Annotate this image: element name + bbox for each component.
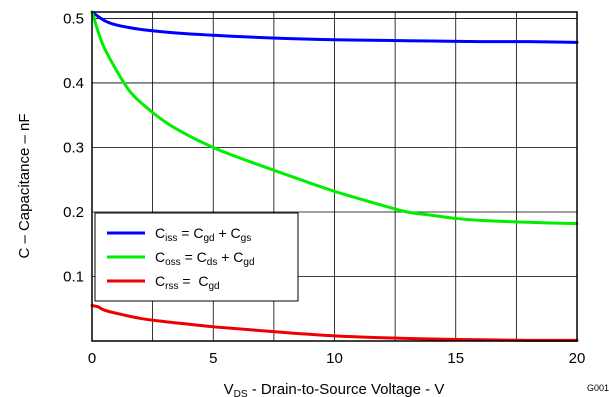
legend-label-rss: Crss = Cgd — [155, 273, 220, 292]
legend-text-part: = C — [177, 225, 203, 241]
x-tick-label: 5 — [209, 350, 217, 367]
series-line-oss — [90, 10, 579, 226]
legend-subscript: oss — [165, 257, 181, 268]
figure-id: G001 — [587, 383, 609, 393]
legend-text-part: = C — [178, 273, 208, 289]
y-tick-label: 0.5 — [63, 10, 84, 27]
legend-text-part: C — [155, 249, 165, 265]
legend-subscript: gd — [203, 233, 214, 244]
series-line-iss — [90, 10, 579, 44]
legend-subscript: gs — [241, 233, 252, 244]
legend-text-part: = C — [181, 249, 207, 265]
x-tick-label: 20 — [569, 350, 586, 367]
legend-subscript: ds — [207, 257, 218, 268]
legend-text-part: + C — [217, 249, 243, 265]
legend-subscript: gd — [243, 257, 254, 268]
legend-text-part: C — [155, 273, 165, 289]
y-axis-label: C – Capacitance – nF — [16, 113, 33, 258]
y-tick-label: 0.2 — [63, 204, 84, 221]
x-axis-label-main: V — [224, 381, 234, 397]
series-line-rss — [90, 304, 579, 342]
legend-text-part: C — [155, 225, 165, 241]
series-lines — [90, 10, 579, 342]
y-tick-label: 0.1 — [63, 268, 84, 285]
x-axis-label: VDS - Drain-to-Source Voltage - V — [224, 381, 445, 397]
legend-label-iss: Ciss = Cgd + Cgs — [155, 225, 251, 244]
plot-frame — [91, 11, 578, 342]
legend-subscript: iss — [165, 233, 177, 244]
x-tick-label: 0 — [88, 350, 96, 367]
legend-subscript: gd — [208, 281, 219, 292]
y-tick-label: 0.4 — [63, 75, 84, 92]
x-axis-label-rest: - Drain-to-Source Voltage - V — [248, 381, 445, 397]
y-tick-label: 0.3 — [63, 139, 84, 156]
x-tick-label: 10 — [326, 350, 343, 367]
x-axis-label-subscript: DS — [234, 389, 248, 397]
legend-subscript: rss — [165, 281, 178, 292]
grid-lines — [92, 12, 577, 341]
y-tick-labels: 0.1 0.2 0.3 0.4 0.5 — [63, 10, 84, 285]
legend-text-part: + C — [215, 225, 241, 241]
x-tick-label: 15 — [447, 350, 464, 367]
x-tick-labels: 0 5 10 15 20 — [88, 350, 586, 367]
legend-label-oss: Coss = Cds + Cgd — [155, 249, 255, 268]
